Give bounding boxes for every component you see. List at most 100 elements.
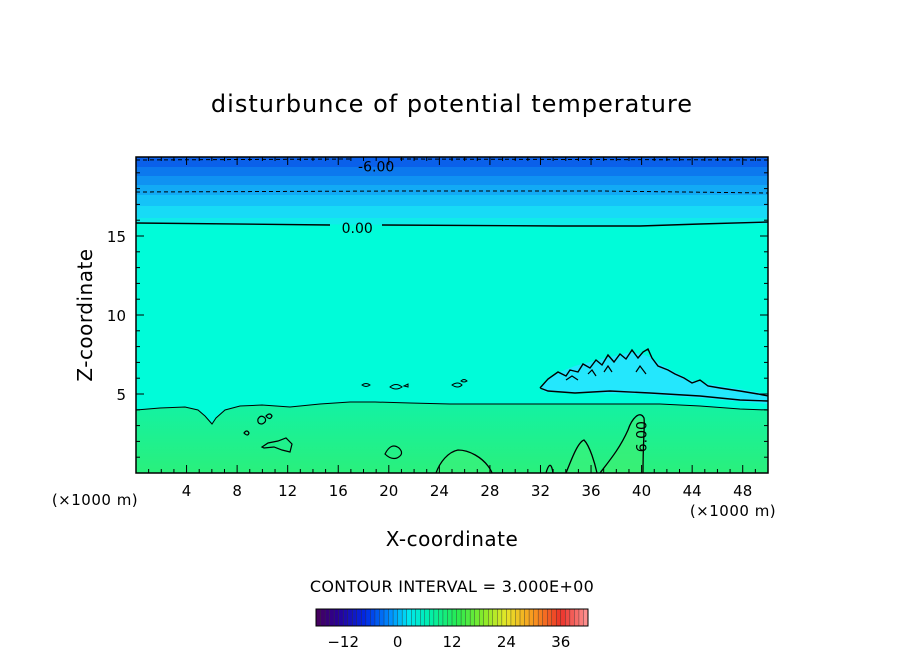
colorbar-cell bbox=[460, 608, 467, 627]
top-layer-6 bbox=[136, 206, 768, 218]
colorbar-tick-label: 24 bbox=[497, 633, 516, 651]
colorbar-cell bbox=[578, 608, 584, 627]
colorbar-cell bbox=[411, 608, 417, 627]
contour-label: 0.00 bbox=[342, 221, 373, 237]
colorbar-cell bbox=[497, 608, 503, 627]
colorbar-cell bbox=[510, 608, 516, 627]
contour-labels: -6.00 0.00 6.00 bbox=[342, 159, 651, 452]
top-layer-5 bbox=[136, 195, 768, 206]
top-layer-1 bbox=[136, 157, 768, 167]
top-layer-2 bbox=[136, 167, 768, 176]
colorbar-cell bbox=[379, 608, 385, 627]
colorbar-cell bbox=[383, 608, 390, 627]
y-tick-label: 15 bbox=[107, 228, 126, 246]
colorbar-cell bbox=[565, 608, 571, 627]
x-tick-label: 36 bbox=[581, 482, 600, 500]
contour-label: -6.00 bbox=[358, 159, 394, 175]
colorbar-cell bbox=[474, 608, 480, 627]
colorbar-cell bbox=[447, 608, 453, 627]
colorbar-cell bbox=[465, 608, 471, 627]
colorbar-cell bbox=[547, 608, 553, 627]
colorbar-cell bbox=[352, 608, 358, 627]
colorbar-cell bbox=[397, 608, 403, 627]
x-tick-label: 32 bbox=[531, 482, 550, 500]
x-tick-label: 4 bbox=[182, 482, 192, 500]
x-axis-label: X-coordinate bbox=[386, 527, 519, 551]
colorbar bbox=[315, 608, 589, 627]
top-layer-3 bbox=[136, 176, 768, 185]
upper-cloud-region bbox=[540, 352, 768, 404]
colorbar-cell bbox=[361, 608, 367, 627]
colorbar-cell bbox=[533, 608, 539, 627]
colorbar-cell bbox=[488, 608, 494, 627]
contour-line-surface bbox=[136, 401, 768, 425]
colorbar-frame bbox=[315, 608, 589, 627]
colorbar-cell bbox=[469, 608, 476, 627]
x-tick-label: 12 bbox=[278, 482, 297, 500]
colorbar-cell bbox=[401, 608, 408, 627]
colorbar-tick-label: 36 bbox=[551, 633, 570, 651]
x-tick-label: 16 bbox=[329, 482, 348, 500]
colorbar-tick-label: 0 bbox=[393, 633, 403, 651]
colorbar-cell bbox=[429, 608, 435, 627]
x-tick-label: 28 bbox=[480, 482, 499, 500]
contour-label: 6.00 bbox=[635, 421, 651, 452]
colorbar-cell bbox=[506, 608, 512, 627]
contour-line-top-dashed bbox=[136, 158, 768, 161]
contour-line-mound-3 bbox=[599, 414, 645, 473]
colorbar-cell bbox=[374, 608, 380, 627]
colorbar-cell bbox=[324, 608, 331, 627]
colorbar-tick-labels: −12 0 12 24 36 bbox=[327, 633, 570, 651]
colorbar-cell bbox=[315, 608, 322, 627]
contour-line-mound-2 bbox=[545, 439, 598, 473]
x-tick-label: 40 bbox=[632, 482, 651, 500]
y-tick-labels: 5 10 15 bbox=[107, 228, 126, 404]
x-unit-label-right: (×1000 m) bbox=[690, 502, 776, 520]
colorbar-cell bbox=[388, 608, 394, 627]
plot-frame bbox=[135, 156, 769, 474]
colorbar-cell bbox=[415, 608, 421, 627]
colorbar-cell bbox=[420, 608, 426, 627]
colorbar-cell bbox=[483, 608, 489, 627]
contour-interval-label: CONTOUR INTERVAL = 3.000E+00 bbox=[310, 577, 594, 596]
x-tick-label: 24 bbox=[430, 482, 449, 500]
colorbar-cell bbox=[479, 608, 485, 627]
colorbar-cell bbox=[329, 608, 335, 627]
colorbar-cell bbox=[438, 608, 444, 627]
x-tick-label: 44 bbox=[683, 482, 702, 500]
top-layer-4 bbox=[136, 185, 768, 195]
contour-line-blob-2 bbox=[243, 413, 273, 436]
lower-layer bbox=[136, 402, 768, 473]
contour-line-blob-3 bbox=[260, 437, 293, 453]
colorbar-cell bbox=[537, 608, 544, 627]
colorbar-cell bbox=[424, 608, 430, 627]
contour-line-blob-1 bbox=[361, 379, 468, 390]
colorbar-cell bbox=[356, 608, 362, 627]
colorbar-cell bbox=[338, 608, 344, 627]
contour-line-zero bbox=[136, 221, 768, 227]
contour-line-cloud-inner bbox=[565, 364, 647, 381]
colorbar-cell bbox=[542, 608, 548, 627]
colorbar-cell bbox=[365, 608, 371, 627]
contour-lines bbox=[136, 158, 768, 473]
colorbar-cell bbox=[347, 608, 353, 627]
colorbar-cell bbox=[433, 608, 439, 627]
colorbar-cell bbox=[492, 608, 498, 627]
contour-line-dashed bbox=[136, 190, 768, 194]
y-tick-label: 10 bbox=[107, 307, 126, 325]
colorbar-cell bbox=[519, 608, 526, 627]
colorbar-cell bbox=[370, 608, 376, 627]
colorbar-cell bbox=[333, 608, 340, 627]
colorbar-tick-label: −12 bbox=[327, 633, 359, 651]
x-tick-label: 20 bbox=[379, 482, 398, 500]
colorbar-cell bbox=[574, 608, 580, 627]
chart-title: disturbunce of potential temperature bbox=[211, 90, 693, 118]
contour-line-blob-4 bbox=[384, 445, 403, 460]
colorbar-cell bbox=[551, 608, 557, 627]
colorbar-cell bbox=[392, 608, 399, 627]
contour-line-mound-1 bbox=[435, 449, 493, 473]
colorbar-cell bbox=[560, 608, 566, 627]
colorbar-cell bbox=[451, 608, 458, 627]
lower-mound-2 bbox=[566, 440, 597, 473]
